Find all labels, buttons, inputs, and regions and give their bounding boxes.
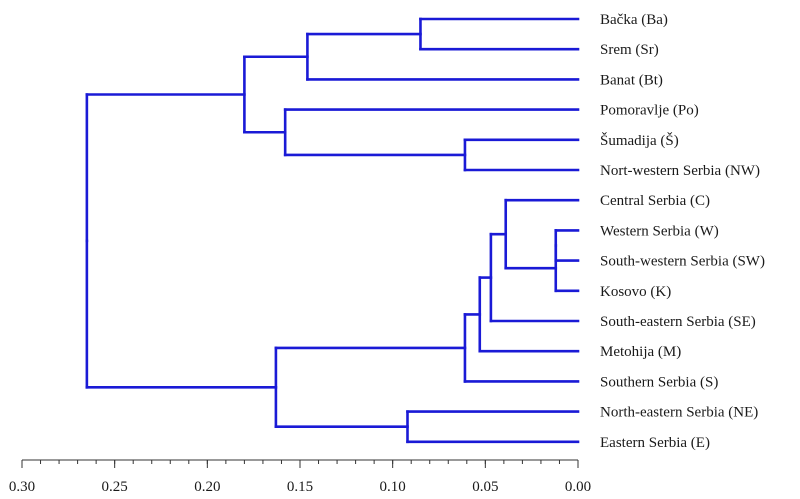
leaf-label: Central Serbia (C)	[600, 193, 710, 209]
leaf-label: South-western Serbia (SW)	[600, 254, 765, 270]
x-axis-tick-label: 0.25	[102, 479, 128, 495]
leaf-label: South-eastern Serbia (SE)	[600, 314, 756, 330]
leaf-label: Southern Serbia (S)	[600, 374, 718, 390]
leaf-label: Metohija (M)	[600, 344, 681, 360]
x-axis-tick-label: 0.30	[9, 479, 35, 495]
x-axis: 0.30 0.25 0.20 0.15 0.10 0.05 0.00	[9, 459, 591, 495]
x-axis-tick-label: 0.05	[472, 479, 498, 495]
leaf-label: Srem (Sr)	[600, 42, 659, 58]
leaf-label: North-eastern Serbia (NE)	[600, 405, 758, 421]
leaf-label: Eastern Serbia (E)	[600, 435, 710, 451]
x-axis-tick-label: 0.15	[287, 479, 313, 495]
leaf-label: Banat (Bt)	[600, 72, 663, 88]
x-axis-tick-label: 0.00	[565, 479, 591, 495]
leaf-label: Western Serbia (W)	[600, 223, 719, 239]
leaf-label: Nort-western Serbia (NW)	[600, 163, 760, 179]
leaf-labels: Bačka (Ba) Srem (Sr) Banat (Bt) Pomoravlje …	[600, 12, 765, 451]
leaf-label: Pomoravlje (Po)	[600, 103, 699, 119]
leaf-label: Bačka (Ba)	[600, 12, 668, 28]
leaf-label: Kosovo (K)	[600, 284, 671, 300]
leaf-label: Šumadija (Š)	[600, 132, 679, 149]
x-axis-tick-label: 0.20	[194, 479, 220, 495]
dendrogram-branches	[85, 17, 580, 444]
x-axis-tick-label: 0.10	[380, 479, 406, 495]
